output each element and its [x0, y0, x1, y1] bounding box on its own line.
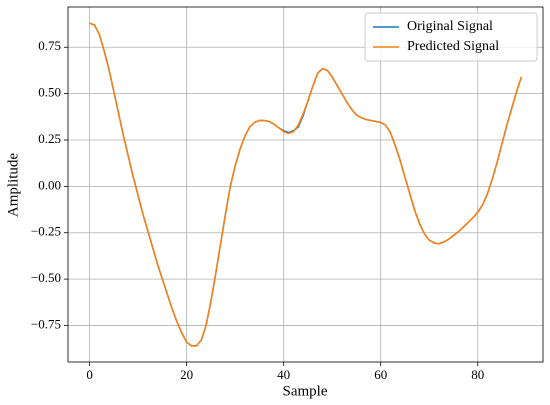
legend-label: Predicted Signal: [407, 39, 499, 54]
legend-box: [364, 12, 538, 62]
y-tick-label: 0.00: [38, 177, 61, 192]
x-tick-label: 40: [277, 367, 290, 382]
y-axis-label: Amplitude: [5, 153, 21, 218]
x-tick-label: 0: [86, 367, 93, 382]
y-tick-label: −0.75: [31, 316, 61, 331]
y-tick-label: −0.25: [31, 224, 61, 239]
line-series: [89, 22, 523, 347]
y-tick-label: 0.50: [38, 85, 61, 100]
y-tick-label: 0.75: [38, 38, 61, 53]
x-tick-label: 80: [471, 367, 484, 382]
plot-frame: [67, 6, 544, 363]
x-tick-label: 60: [374, 367, 387, 382]
x-tick-label: 20: [180, 367, 193, 382]
legend-label: Original Signal: [407, 19, 493, 34]
line-series: [89, 22, 523, 347]
x-axis-label: Sample: [283, 383, 328, 399]
y-tick-label: 0.25: [38, 131, 61, 146]
y-tick-label: −0.50: [31, 270, 61, 285]
